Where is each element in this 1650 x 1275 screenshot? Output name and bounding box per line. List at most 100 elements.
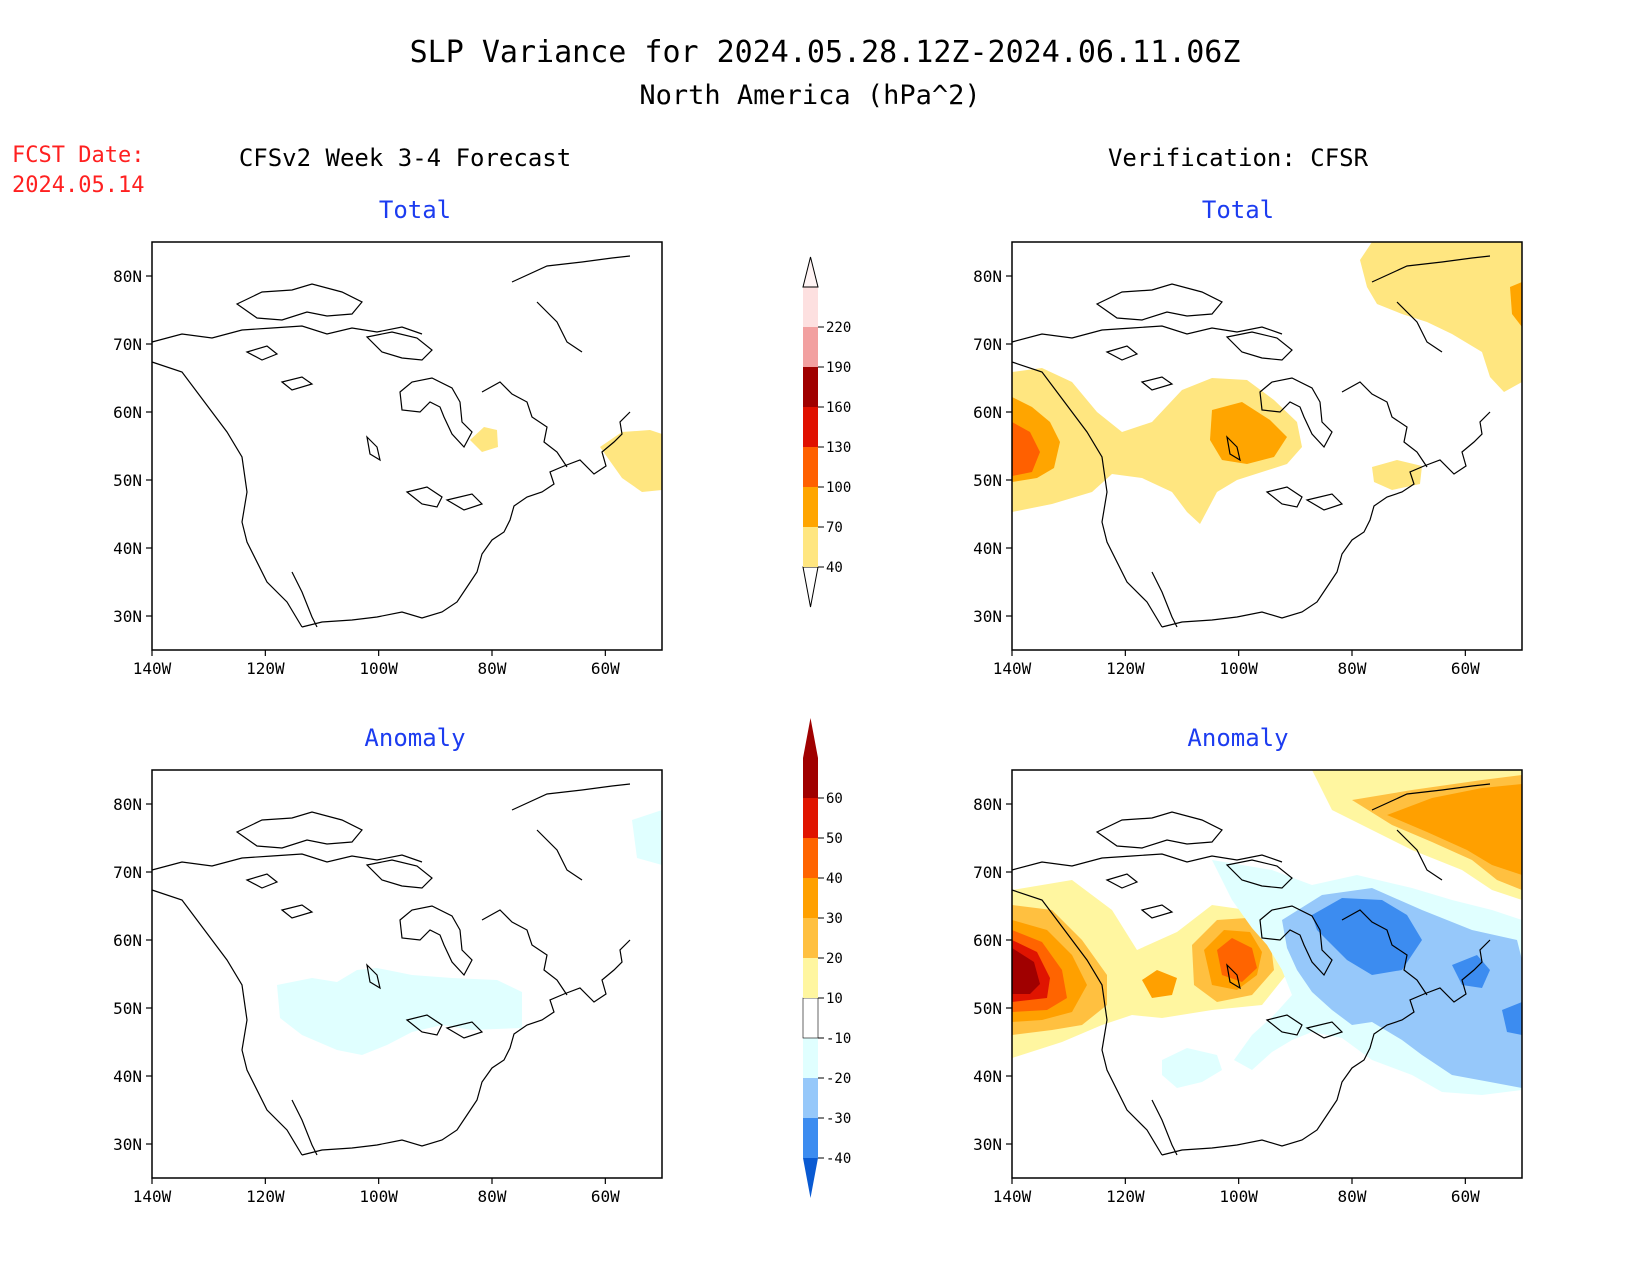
colorbar-anomaly-label: 50	[826, 831, 843, 847]
lat-tick-label: 30N	[113, 1135, 142, 1154]
colorbar-total-segment	[803, 447, 818, 487]
title-line1: SLP Variance for 2024.05.28.12Z-2024.06.…	[410, 35, 1241, 70]
column-right-header: Verification: CFSR	[1108, 144, 1369, 172]
colorbar-total-label: 190	[826, 360, 851, 376]
map-panel-forecast-total	[151, 241, 663, 651]
shade-forecast-total-hudson	[470, 427, 498, 452]
colorbar-anomaly-segment	[803, 758, 818, 798]
shade-verif-anomaly-blue-small-sw	[1162, 1048, 1222, 1088]
shade-verif-anomaly-pacific-60	[1012, 948, 1040, 994]
lon-tick-label: 120W	[246, 659, 285, 678]
lat-tick-label: 60N	[973, 403, 1002, 422]
lat-tick-label: 30N	[113, 607, 142, 626]
lon-tick-label: 120W	[1106, 1187, 1145, 1206]
shade-forecast-anomaly-greenland	[632, 810, 662, 865]
colorbar-total: 40 70 100 130 160 190 220	[802, 256, 851, 608]
lat-tick-label: 70N	[113, 335, 142, 354]
colorbar-total-label: 130	[826, 440, 851, 456]
shade-forecast-anomaly-band	[277, 968, 522, 1055]
colorbar-anomaly-segment	[802, 997, 819, 1039]
lon-tick-label: 140W	[993, 1187, 1032, 1206]
lon-tick-label: 140W	[133, 1187, 172, 1206]
colorbar-total-label: 160	[826, 400, 851, 416]
map-panel-verification-anomaly	[1011, 769, 1523, 1179]
colorbar-anomaly-label: -10	[826, 1031, 851, 1047]
fcst-label: FCST Date:	[12, 143, 144, 168]
colorbar-total-label: 220	[826, 320, 851, 336]
colorbar-anomaly-label: 40	[826, 871, 843, 887]
colorbar-anomaly-segment	[803, 878, 818, 918]
colorbar-total-low-wedge	[802, 566, 819, 608]
lon-tick-label: 100W	[359, 1187, 398, 1206]
lat-tick-label: 80N	[973, 267, 1002, 286]
lat-tick-label: 40N	[973, 1067, 1002, 1086]
map-panel-verification-total	[1011, 241, 1523, 651]
lon-tick-label: 120W	[1106, 659, 1145, 678]
lon-tick-label: 140W	[993, 659, 1032, 678]
colorbar-total-segment	[803, 327, 818, 367]
title-line2: North America (hPa^2)	[639, 80, 980, 111]
lon-tick-label: 80W	[478, 1187, 507, 1206]
lat-tick-label: 40N	[973, 539, 1002, 558]
shade-verif-total-greenland	[1360, 242, 1522, 392]
lat-tick-label: 50N	[973, 999, 1002, 1018]
shade-verif-total-east-small	[1372, 460, 1422, 490]
colorbar-anomaly-high-wedge	[803, 718, 818, 758]
lon-tick-label: 60W	[1451, 659, 1480, 678]
lon-tick-label: 80W	[1338, 659, 1367, 678]
colorbar-total-segment	[803, 527, 818, 567]
lat-tick-label: 50N	[973, 471, 1002, 490]
colorbar-anomaly-segment	[803, 838, 818, 878]
column-left-header: CFSv2 Week 3-4 Forecast	[239, 144, 571, 172]
colorbar-anomaly-segment	[803, 1078, 818, 1118]
lat-tick-label: 60N	[113, 403, 142, 422]
colorbar-anomaly-segment	[803, 1118, 818, 1158]
lon-tick-label: 100W	[1219, 659, 1258, 678]
lon-tick-label: 60W	[591, 1187, 620, 1206]
lat-tick-label: 30N	[973, 1135, 1002, 1154]
panel-title-top-left: Total	[379, 196, 451, 224]
lon-tick-label: 60W	[591, 659, 620, 678]
colorbar-anomaly: -40 -30 -20 -10 10 20 30 40 50 60	[802, 718, 851, 1198]
shade-verif-anomaly-blue-30	[1312, 898, 1422, 975]
lat-tick-label: 50N	[113, 471, 142, 490]
colorbar-anomaly-segment	[803, 958, 818, 998]
lon-tick-label: 60W	[1451, 1187, 1480, 1206]
shade-verif-total-greenland-core	[1510, 282, 1522, 327]
colorbar-total-label: 100	[826, 480, 851, 496]
shade-forecast-total-east	[600, 430, 662, 492]
colorbar-total-label: 40	[826, 560, 843, 576]
lon-tick-label: 140W	[133, 659, 172, 678]
colorbar-anomaly-label: -30	[826, 1111, 851, 1127]
lat-tick-label: 80N	[973, 795, 1002, 814]
map-panel-forecast-anomaly	[151, 769, 663, 1179]
colorbar-total-segment	[803, 407, 818, 447]
colorbar-anomaly-segment	[803, 918, 818, 958]
colorbar-total-label: 70	[826, 520, 843, 536]
lon-tick-label: 120W	[246, 1187, 285, 1206]
colorbar-anomaly-label: -40	[826, 1151, 851, 1167]
lat-tick-label: 70N	[973, 335, 1002, 354]
lat-tick-label: 80N	[113, 267, 142, 286]
lat-tick-label: 40N	[113, 539, 142, 558]
shade-verif-total-pacific-core	[1012, 422, 1040, 476]
lat-tick-label: 60N	[973, 931, 1002, 950]
shade-verif-anomaly-gulf-20	[1142, 970, 1177, 998]
colorbar-anomaly-segment	[803, 798, 818, 838]
fcst-date: 2024.05.14	[12, 173, 144, 198]
colorbar-anomaly-label: 60	[826, 791, 843, 807]
lon-tick-label: 100W	[359, 659, 398, 678]
colorbar-anomaly-label: 30	[826, 911, 843, 927]
lat-tick-label: 30N	[973, 607, 1002, 626]
lat-tick-label: 70N	[113, 863, 142, 882]
lat-tick-label: 50N	[113, 999, 142, 1018]
colorbar-anomaly-label: -20	[826, 1071, 851, 1087]
colorbar-anomaly-low-wedge	[803, 1158, 818, 1198]
lat-tick-label: 60N	[113, 931, 142, 950]
lat-tick-label: 80N	[113, 795, 142, 814]
shade-verif-anomaly-greenland-30	[1387, 784, 1522, 875]
panel-title-top-right: Total	[1202, 196, 1274, 224]
panel-title-bottom-left: Anomaly	[364, 724, 465, 752]
colorbar-total-segment	[803, 367, 818, 407]
colorbar-total-high-wedge	[802, 256, 819, 288]
